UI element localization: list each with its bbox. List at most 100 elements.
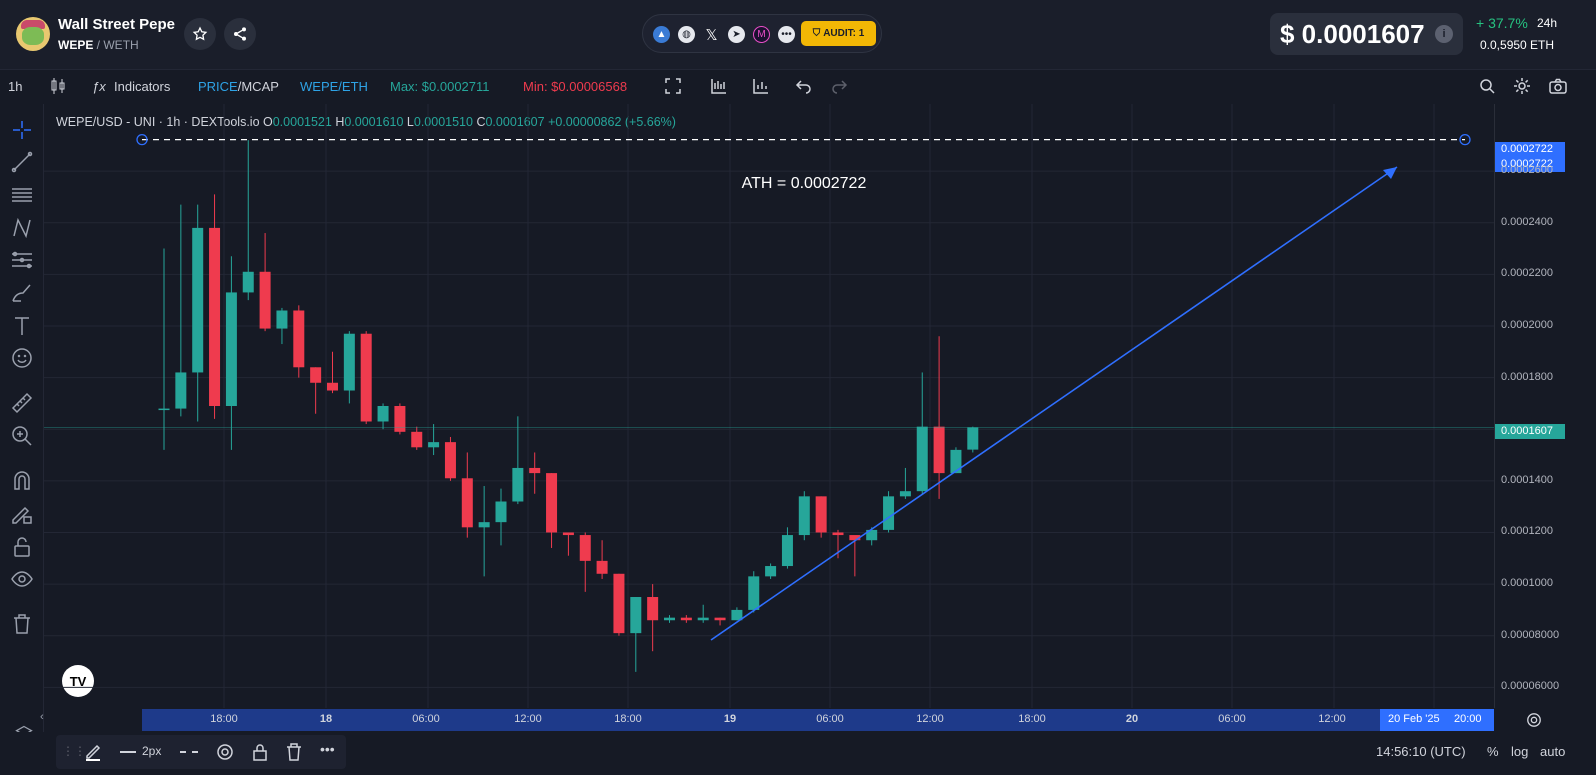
undo-icon[interactable] [795, 77, 813, 98]
ath-line-handle-right [1459, 133, 1471, 146]
chart-app-icon[interactable]: M [753, 26, 770, 43]
ath-annotation: ATH = 0.0002722 [742, 175, 867, 192]
drawing-lock-icon[interactable] [252, 743, 268, 766]
ruler-icon[interactable] [10, 391, 34, 415]
drag-handle-icon[interactable]: ⋮⋮ [62, 744, 86, 758]
settings-gear-icon[interactable] [1513, 77, 1531, 98]
shield-icon: ⛉ [812, 28, 821, 39]
drawing-settings-icon[interactable] [216, 743, 234, 766]
price-mcap-toggle[interactable]: PRICE/MCAP [198, 79, 279, 94]
info-icon[interactable]: i [1435, 25, 1453, 43]
crosshair-icon[interactable] [10, 118, 34, 142]
candle-body [748, 576, 760, 610]
price-chart[interactable]: ATH = 0.0002722 [44, 104, 1494, 708]
ath-line-handle-left [136, 133, 148, 146]
time-tick-label: 12:00 [1318, 713, 1346, 725]
candle-body [529, 467, 541, 474]
candle [630, 597, 642, 672]
unlock-icon[interactable] [10, 535, 34, 559]
line-width-icon[interactable] [120, 751, 136, 753]
globe-icon[interactable]: ◍ [678, 26, 695, 43]
drawing-more-icon[interactable]: ••• [320, 741, 335, 757]
log-toggle[interactable]: log [1511, 744, 1529, 759]
interval-selector[interactable]: 1h [8, 79, 23, 94]
legend-change: +0.00000862 (+5.66%) [548, 115, 676, 129]
lock-drawing-icon[interactable] [10, 502, 34, 526]
tradingview-logo[interactable]: TV [62, 665, 94, 697]
line-width-value[interactable]: 2px [142, 744, 162, 758]
fullscreen-icon[interactable] [664, 77, 682, 98]
pair-base: WEPE [58, 38, 94, 52]
magnet-icon[interactable] [10, 469, 34, 493]
candle [377, 403, 389, 430]
legend-high-label: H [335, 115, 345, 129]
candle-body [647, 597, 659, 621]
text-icon[interactable] [10, 314, 34, 338]
indicators-button[interactable]: Indicators [114, 79, 171, 94]
drawing-delete-icon[interactable] [286, 743, 302, 766]
redo-icon[interactable] [830, 77, 848, 98]
current-price-tag: 0.0001607 [1495, 424, 1565, 439]
legend-close: 0.0001607 [485, 115, 545, 129]
candle-body [815, 496, 827, 533]
emoji-icon[interactable] [10, 346, 34, 370]
pair-toggle[interactable]: WEPE/ETH [300, 79, 368, 94]
brush-icon[interactable] [10, 281, 34, 305]
candle-type-icon[interactable] [50, 77, 66, 98]
candle-body [310, 367, 322, 383]
candle [798, 491, 810, 541]
chart-type-icon[interactable] [752, 77, 770, 98]
time-tick-label: 06:00 [816, 713, 844, 725]
price-tick-label: 0.00006000 [1501, 680, 1560, 693]
candle [849, 535, 861, 577]
candle [748, 571, 760, 613]
camera-icon[interactable] [1548, 77, 1568, 98]
pattern-icon[interactable] [10, 216, 34, 240]
candle-body [343, 333, 355, 391]
candle [512, 416, 524, 505]
pencil-icon[interactable] [84, 741, 102, 766]
fx-icon[interactable]: ƒx [92, 79, 106, 94]
pair-quote: WETH [103, 38, 139, 52]
line-style-icon[interactable] [180, 751, 198, 753]
candle-body [175, 372, 187, 409]
top-header: Wall Street Pepe WEPE / WETH ▲ ◍ 𝕏 ➤ M •… [0, 0, 1596, 70]
audit-button[interactable]: ⛉ AUDIT: 1 [801, 21, 876, 46]
time-axis[interactable]: 20 Feb '25 20:00 18:00 18 06:00 12:00 18:00 1… [142, 709, 1494, 731]
candle-body [579, 535, 591, 561]
price-change: + 37.7% [1476, 15, 1528, 31]
candle [293, 305, 305, 378]
fib-icon[interactable] [10, 248, 34, 272]
trash-icon[interactable] [10, 612, 34, 636]
telegram-icon[interactable]: ➤ [728, 26, 745, 43]
candle-body [209, 227, 221, 406]
dextools-icon[interactable]: ▲ [653, 26, 670, 43]
zoom-in-icon[interactable] [10, 424, 34, 448]
candle [343, 331, 355, 404]
x-twitter-icon[interactable]: 𝕏 [705, 26, 718, 44]
favorite-button[interactable] [184, 18, 216, 50]
compare-chart-icon[interactable] [710, 77, 728, 98]
candle-body [444, 442, 456, 479]
share-button[interactable] [224, 18, 256, 50]
candle-body [461, 478, 473, 528]
eye-icon[interactable] [10, 567, 34, 591]
collapse-arrow-icon[interactable]: ‹ [40, 711, 44, 723]
candle-body [225, 292, 237, 406]
price-axis[interactable]: 0.0002722 0.0002722 0.0001607 0.0002600 0… [1494, 104, 1596, 708]
trend-line-icon[interactable] [10, 150, 34, 174]
candle-body [680, 617, 692, 621]
auto-toggle[interactable]: auto [1540, 744, 1566, 759]
candle-body [192, 227, 204, 373]
axis-settings-icon[interactable] [1526, 712, 1542, 733]
bottom-bar: ⋮⋮ 2px ••• 14:56:10 (UTC) % log auto [0, 732, 1596, 775]
candle-body [714, 617, 726, 621]
candle [225, 256, 237, 450]
candle-body [697, 617, 709, 621]
horizontal-lines-icon[interactable] [10, 183, 34, 207]
min-price: Min: $0.00006568 [523, 79, 628, 94]
percent-toggle[interactable]: % [1487, 744, 1499, 759]
zoom-search-icon[interactable] [1478, 77, 1496, 98]
legend-open-label: O [263, 115, 273, 129]
more-icon[interactable]: ••• [778, 26, 795, 43]
